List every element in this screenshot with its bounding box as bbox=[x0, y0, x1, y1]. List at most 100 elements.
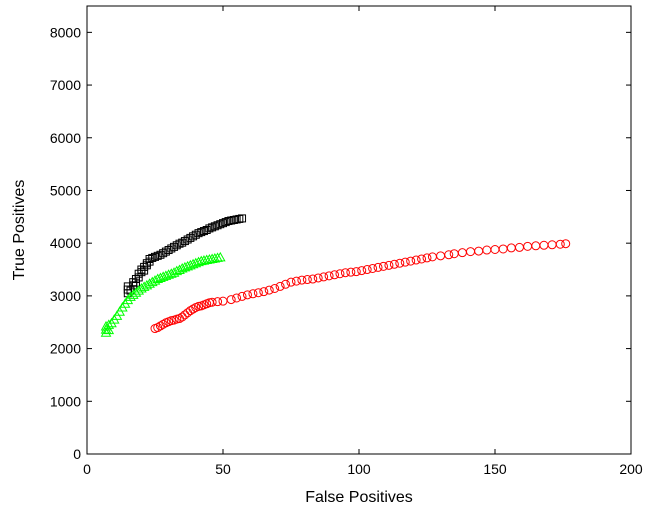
data-point-circle bbox=[400, 257, 410, 267]
data-point-circle bbox=[302, 275, 312, 285]
data-point-square bbox=[175, 239, 184, 248]
data-point-circle bbox=[523, 241, 533, 251]
data-points bbox=[100, 214, 571, 337]
data-point-circle bbox=[180, 310, 190, 320]
data-point-circle bbox=[207, 297, 217, 307]
data-point-square bbox=[238, 214, 247, 223]
data-point-triangle bbox=[103, 324, 115, 335]
data-point-square bbox=[229, 215, 238, 224]
data-point-square bbox=[137, 268, 146, 277]
data-point-circle bbox=[436, 251, 446, 261]
data-point-circle bbox=[368, 263, 378, 273]
data-point-square bbox=[221, 218, 230, 227]
data-point-circle bbox=[417, 254, 427, 264]
data-point-circle bbox=[232, 293, 242, 303]
x-axis-label: False Positives bbox=[305, 489, 413, 506]
data-point-circle bbox=[340, 268, 350, 278]
data-point-circle bbox=[237, 291, 247, 301]
data-point-circle bbox=[185, 306, 195, 316]
data-point-circle bbox=[188, 304, 198, 314]
data-point-circle bbox=[539, 240, 549, 250]
data-point-circle bbox=[330, 270, 340, 280]
data-point-circle bbox=[286, 277, 296, 287]
data-point-circle bbox=[281, 279, 291, 289]
data-point-circle bbox=[506, 243, 516, 253]
data-point-circle bbox=[411, 255, 421, 265]
series-circle bbox=[150, 239, 571, 334]
data-point-square bbox=[172, 241, 181, 250]
data-point-circle bbox=[514, 242, 524, 252]
data-point-square bbox=[210, 222, 219, 231]
data-point-circle bbox=[270, 284, 280, 294]
y-tick-label: 8000 bbox=[50, 24, 81, 40]
data-point-circle bbox=[490, 245, 500, 255]
data-point-square bbox=[232, 215, 241, 224]
y-axis-label: True Positives bbox=[11, 180, 28, 281]
y-tick-label: 3000 bbox=[50, 288, 81, 304]
data-point-circle bbox=[218, 296, 228, 306]
data-point-square bbox=[219, 219, 227, 228]
data-point-triangle bbox=[144, 278, 155, 288]
data-point-triangle bbox=[122, 294, 134, 305]
data-point-circle bbox=[561, 239, 571, 249]
data-point-circle bbox=[466, 247, 476, 257]
plot-frame bbox=[86, 5, 632, 455]
data-point-circle bbox=[308, 274, 318, 284]
data-point-circle bbox=[259, 287, 269, 297]
data-point-circle bbox=[547, 240, 557, 250]
y-tick-label: 6000 bbox=[50, 130, 81, 146]
x-tick-label: 100 bbox=[347, 461, 371, 477]
data-point-circle bbox=[384, 260, 394, 270]
data-point-circle bbox=[335, 269, 345, 279]
data-point-square bbox=[151, 252, 159, 261]
data-point-circle bbox=[155, 321, 165, 331]
y-tick-label: 5000 bbox=[50, 182, 81, 198]
data-point-circle bbox=[555, 239, 565, 249]
y-tick-label: 0 bbox=[73, 446, 81, 462]
data-point-square bbox=[142, 259, 151, 268]
data-point-circle bbox=[153, 323, 163, 333]
data-point-square bbox=[126, 286, 135, 295]
data-point-triangle bbox=[146, 276, 158, 287]
data-point-square bbox=[131, 275, 140, 284]
data-point-circle bbox=[474, 246, 484, 256]
data-point-square bbox=[227, 216, 236, 225]
data-point-circle bbox=[531, 241, 541, 251]
data-point-triangle bbox=[138, 281, 150, 291]
data-point-circle bbox=[297, 275, 307, 285]
data-point-circle bbox=[183, 308, 193, 318]
data-point-circle bbox=[291, 276, 301, 286]
data-point-circle bbox=[226, 295, 236, 305]
data-point-circle bbox=[389, 259, 399, 269]
data-point-circle bbox=[395, 258, 405, 268]
y-tick-label: 1000 bbox=[50, 393, 81, 409]
data-point-circle bbox=[324, 271, 334, 281]
data-point-square bbox=[148, 253, 157, 262]
data-point-triangle bbox=[212, 252, 223, 262]
data-point-square bbox=[191, 230, 200, 239]
data-point-triangle bbox=[141, 279, 153, 290]
data-point-circle bbox=[457, 248, 467, 258]
data-point-triangle bbox=[214, 251, 226, 262]
data-point-square bbox=[205, 224, 214, 233]
data-point-square bbox=[202, 226, 211, 234]
data-point-circle bbox=[313, 273, 323, 283]
data-point-square bbox=[235, 214, 244, 223]
data-point-circle bbox=[177, 312, 187, 322]
data-point-square bbox=[208, 223, 217, 232]
data-point-square bbox=[197, 228, 206, 237]
data-point-square bbox=[123, 282, 132, 291]
data-point-circle bbox=[357, 266, 367, 276]
data-point-circle bbox=[275, 281, 285, 291]
data-point-square bbox=[137, 265, 146, 274]
y-tick-label: 7000 bbox=[50, 77, 81, 93]
data-point-circle bbox=[482, 245, 492, 255]
data-point-square bbox=[216, 220, 225, 229]
data-point-triangle bbox=[100, 327, 112, 337]
y-tick-label: 2000 bbox=[50, 341, 81, 357]
data-point-circle bbox=[422, 253, 432, 263]
data-point-circle bbox=[378, 261, 388, 271]
data-point-circle bbox=[158, 319, 168, 329]
data-point-circle bbox=[427, 252, 437, 262]
